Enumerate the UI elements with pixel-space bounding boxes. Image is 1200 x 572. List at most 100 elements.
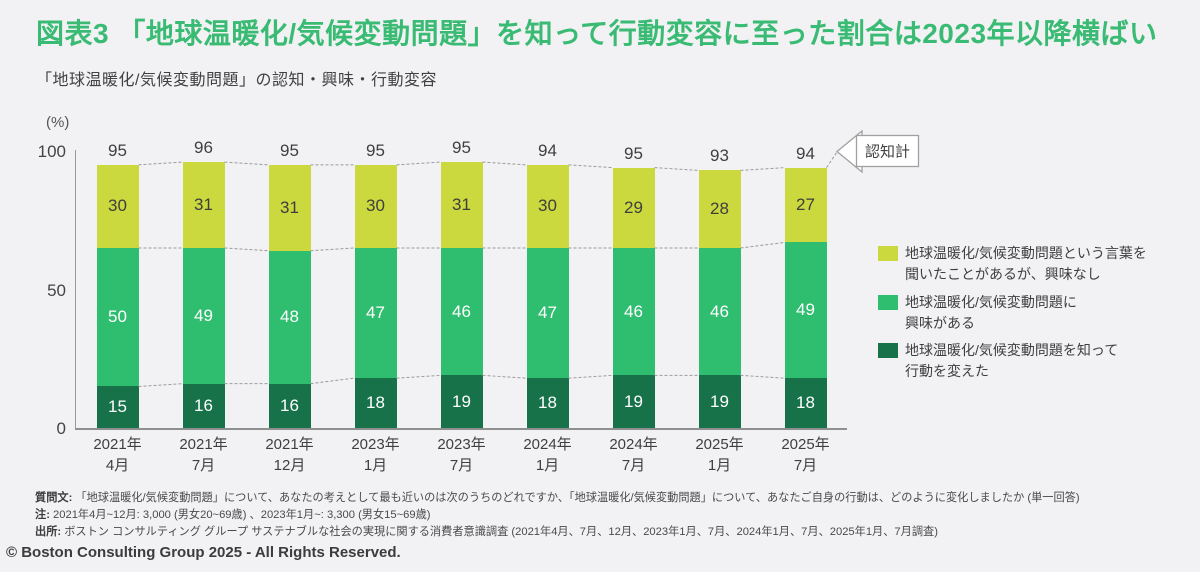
bar-segment-value: 27 <box>796 195 815 214</box>
bar-segment-value: 16 <box>280 395 299 415</box>
copyright-line: © Boston Consulting Group 2025 - All Rig… <box>6 544 401 561</box>
x-axis-category-label: 2024年 7月 <box>609 436 658 474</box>
bar-segment-value: 28 <box>710 199 729 219</box>
bar-segment: 15 <box>96 386 139 428</box>
bar-segment: 18 <box>784 378 827 428</box>
bar-total-label: 94 <box>796 143 815 163</box>
legend-item: 地球温暖化/気候変動問題に 興味がある <box>878 292 1077 334</box>
legend-label: 地球温暖化/気候変動問題を知って 行動を変えた <box>905 342 1119 379</box>
y-axis-tick-label: 100 <box>37 142 66 161</box>
bar-segment-value: 18 <box>538 393 557 413</box>
bar-segment: 31 <box>182 162 225 248</box>
bar-segment: 30 <box>96 164 139 248</box>
bar-segment-value: 46 <box>452 301 471 321</box>
legend-label: 地球温暖化/気候変動問題に 興味がある <box>905 294 1077 331</box>
x-axis-category-label: 2025年 1月 <box>695 436 744 474</box>
bar-segment: 31 <box>268 164 311 251</box>
bar-total-label: 93 <box>710 146 729 166</box>
footnote-note-label: 注: <box>35 509 50 521</box>
bar-segment-value: 31 <box>280 197 299 217</box>
bar-segment: 46 <box>698 247 741 376</box>
bar-total-label: 95 <box>280 140 299 160</box>
bar-segment-value: 30 <box>538 196 557 216</box>
y-axis-unit-label: (%) <box>46 114 70 131</box>
bar-segment: 30 <box>354 164 397 248</box>
bar-segment: 18 <box>526 378 569 428</box>
bar-segment: 46 <box>440 247 483 376</box>
bar-total-label: 95 <box>366 140 385 160</box>
footnote-question: 質問文: 「地球温暖化/気候変動問題」について、あなたの考えとして最も近いのは次… <box>35 489 1195 505</box>
bar-segment: 31 <box>440 162 483 248</box>
bar-segment: 50 <box>96 247 139 387</box>
footnote-note: 注: 2021年4月~12月: 3,000 (男女20~69歳) 、2023年1… <box>35 506 1195 522</box>
bar-segment-value: 48 <box>280 307 299 327</box>
bar-segment: 49 <box>182 247 225 384</box>
bar-segment-value: 18 <box>366 393 385 413</box>
footnote-source-text: ボストン コンサルティング グループ サステナブルな社会の実現に関する消費者意識… <box>64 526 938 538</box>
bar-segment-value: 46 <box>624 301 643 321</box>
bar-segment: 16 <box>268 383 311 428</box>
bar-segment-value: 18 <box>796 393 815 413</box>
footnote-source: 出所: ボストン コンサルティング グループ サステナブルな社会の実現に関する消… <box>35 523 1195 539</box>
bar-segment: 49 <box>784 242 827 379</box>
legend-swatch-icon <box>878 295 898 310</box>
x-axis-category-label: 2023年 7月 <box>437 436 486 474</box>
legend-swatch-icon <box>878 343 898 358</box>
bar-segment: 28 <box>698 170 741 248</box>
bar-total-label: 94 <box>538 140 557 160</box>
bar-segment-value: 46 <box>710 301 729 321</box>
bar-segment-value: 49 <box>796 300 815 320</box>
legend-swatch-icon <box>878 246 898 261</box>
bar-segment-value: 30 <box>366 196 385 216</box>
bar-segment: 19 <box>612 375 655 428</box>
bar-segment: 18 <box>354 378 397 428</box>
y-axis-line <box>75 150 76 429</box>
y-axis-tick-label: 50 <box>47 281 66 300</box>
legend-item: 地球温暖化/気候変動問題を知って 行動を変えた <box>878 340 1118 382</box>
bar-total-label: 95 <box>108 140 127 160</box>
footnote-question-label: 質問文: <box>35 492 73 504</box>
bar-segment-value: 15 <box>108 397 127 417</box>
figure-title: 図表3 「地球温暖化/気候変動問題」を知って行動変容に至った割合は2023年以降… <box>36 18 1158 49</box>
bar-segment-value: 47 <box>366 303 385 323</box>
bar-segment: 19 <box>698 375 741 428</box>
footnote-source-label: 出所: <box>35 526 62 538</box>
x-axis-category-label: 2021年 4月 <box>93 436 142 474</box>
x-axis-category-label: 2025年 7月 <box>781 436 830 474</box>
footnote-note-text: 2021年4月~12月: 3,000 (男女20~69歳) 、2023年1月~:… <box>53 509 431 521</box>
bar-segment-value: 19 <box>710 391 729 411</box>
bar-segment-value: 19 <box>624 391 643 411</box>
legend-label: 地球温暖化/気候変動問題という言葉を 聞いたことがあるが、興味なし <box>905 245 1147 282</box>
x-axis-category-label: 2023年 1月 <box>351 436 400 474</box>
bar-segment: 16 <box>182 383 225 428</box>
bar-segment: 48 <box>268 250 311 384</box>
x-axis-category-label: 2021年 7月 <box>179 436 228 474</box>
bar-segment: 19 <box>440 375 483 428</box>
bar-segment: 47 <box>526 247 569 379</box>
bar-segment-value: 50 <box>108 307 127 327</box>
legend-item: 地球温暖化/気候変動問題という言葉を 聞いたことがあるが、興味なし <box>878 243 1147 285</box>
bar-segment-value: 29 <box>624 197 643 217</box>
bar-segment-value: 47 <box>538 303 557 323</box>
x-axis-category-label: 2024年 1月 <box>523 436 572 474</box>
chart-subtitle: 「地球温暖化/気候変動問題」の認知・興味・行動変容 <box>36 72 437 89</box>
bar-total-label: 95 <box>624 143 643 163</box>
bar-total-label: 96 <box>194 138 213 158</box>
bar-segment-value: 19 <box>452 391 471 411</box>
bar-segment-value: 16 <box>194 395 213 415</box>
bar-segment-value: 31 <box>452 195 471 214</box>
bar-segment: 46 <box>612 247 655 376</box>
bar-segment: 30 <box>526 164 569 248</box>
x-axis-category-label: 2021年 12月 <box>265 436 314 474</box>
footnote-question-text: 「地球温暖化/気候変動問題」について、あなたの考えとして最も近いのは次のうちのど… <box>75 492 1080 504</box>
bar-segment: 27 <box>784 167 827 243</box>
y-axis-tick-label: 0 <box>56 419 66 438</box>
bar-segment-value: 30 <box>108 196 127 216</box>
x-axis-line <box>75 428 847 430</box>
bar-segment-value: 31 <box>194 195 213 214</box>
bar-segment-value: 49 <box>194 305 213 325</box>
bar-total-label: 95 <box>452 138 471 158</box>
bar-segment: 29 <box>612 167 655 248</box>
